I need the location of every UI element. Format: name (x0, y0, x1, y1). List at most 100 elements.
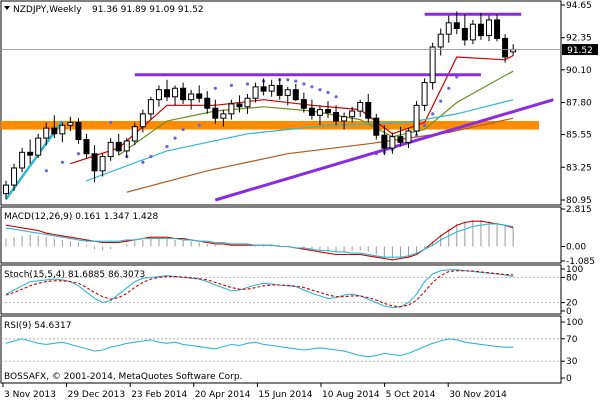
candle-body (91, 153, 98, 172)
stoch-tick-label: 80 (566, 273, 578, 283)
candle-body (341, 116, 348, 122)
rsi-tick-label: 0 (566, 374, 572, 384)
sar-dot (149, 155, 153, 159)
rsi-axis: 100 70 30 0 (561, 318, 583, 384)
stochastic-levels (1, 276, 561, 304)
candle-body (59, 124, 66, 135)
time-tick-label: 20 Apr 2014 (195, 390, 251, 400)
macd-lines (5, 220, 514, 261)
sar-dot (447, 86, 451, 90)
candle-body (51, 127, 58, 135)
rsi-tick-label: 30 (566, 357, 578, 367)
candle-body (260, 86, 267, 92)
candles-layer (3, 11, 517, 200)
sar-dot (165, 145, 169, 149)
candle-body (236, 103, 243, 108)
sar-dot (60, 160, 64, 164)
candle-body (139, 113, 146, 128)
time-tick-label: 5 Oct 2014 (386, 390, 436, 400)
macd-tick-label: 0.00 (566, 243, 586, 253)
candle-body (83, 139, 90, 155)
candle-body (99, 156, 106, 172)
sar-dot (76, 152, 81, 156)
time-tick-label: 23 Feb 2014 (131, 390, 187, 400)
macd-pane-frame (0, 206, 562, 264)
rsi-label: RSI(9) 54.6317 (4, 321, 71, 331)
price-tick-label: 87.80 (566, 99, 592, 109)
macd-axis: 2.815 0.00 -1.085 (561, 205, 595, 267)
price-tick-label: 85.55 (566, 131, 592, 141)
candle-body (316, 109, 323, 116)
stoch-tick-label: 20 (566, 299, 578, 309)
sar-dot (318, 88, 322, 92)
candle-body (477, 23, 484, 37)
chart-header: NZDJPY,Weekly 91.36 91.89 91.09 91.52 (4, 5, 204, 15)
candle-body (244, 97, 251, 108)
support-band-layer (1, 121, 539, 130)
stochastic-lines (5, 269, 514, 309)
candle-body (292, 89, 299, 101)
moving-average-line-4 (126, 117, 514, 193)
candle-body (421, 82, 428, 106)
ohlc-values: 91.36 91.89 91.09 91.52 (92, 5, 204, 15)
rsi-pane[interactable]: 100 70 30 0 RSI(9) 54.6317 BOSSAFX, © 2001-… (0, 315, 583, 384)
candle-body (284, 89, 291, 96)
candle-body (172, 87, 179, 98)
candle-body (397, 136, 404, 143)
candle-body (349, 110, 356, 118)
candle-body (461, 27, 468, 41)
candle-body (333, 111, 340, 122)
candle-body (445, 22, 452, 35)
candle-body (11, 167, 18, 186)
time-tick-label: 30 Nov 2014 (449, 390, 507, 400)
macd-label: MACD(12,26,9) 0.161 1.347 1.428 (4, 212, 159, 222)
price-axis: 94.65 92.35 90.10 87.80 85.55 83.25 80.95 (561, 1, 592, 206)
time-tick-label: 29 Dec 2013 (68, 390, 126, 400)
candle-body (75, 121, 82, 141)
candle-body (3, 184, 9, 195)
candle-body (413, 104, 420, 132)
rsi-pane-frame (0, 315, 562, 384)
sar-dot (302, 82, 306, 86)
stoch-main-line (5, 269, 514, 309)
stochastic-label: Stoch(15,5,4) 81.6885 86.3073 (4, 270, 145, 280)
price-pane[interactable]: 94.65 92.35 90.10 87.80 85.55 83.25 80.95 91.5… (0, 0, 598, 206)
sar-dot (141, 160, 145, 164)
stoch-tick-label: 100 (566, 265, 583, 275)
macd-pane[interactable]: 2.815 0.00 -1.085 MACD(12,26,9) 0.161 1.34… (0, 205, 595, 267)
candle-body (212, 107, 219, 119)
candle-body (123, 140, 130, 152)
candle-body (19, 151, 26, 169)
candle-body (204, 97, 211, 109)
macd-main-line (5, 223, 514, 258)
candle-body (27, 151, 34, 156)
candle-body (147, 99, 154, 115)
candle-body (164, 89, 170, 98)
candle-body (228, 103, 235, 115)
current-price-box (562, 44, 598, 56)
sar-dot (245, 82, 250, 86)
candle-body (180, 87, 187, 101)
sar-dot (181, 127, 185, 132)
candle-body (115, 141, 122, 152)
dropdown-triangle-icon (4, 6, 10, 10)
candle-body (268, 84, 275, 92)
macd-tick-label: 2.815 (566, 205, 592, 215)
stoch-tick-label: 0 (566, 307, 572, 317)
candle-body (308, 107, 315, 116)
candle-body (357, 102, 364, 112)
time-axis: 3 Nov 2013 29 Dec 2013 23 Feb 2014 20 Apr 2… (2, 383, 507, 400)
candle-body (155, 89, 162, 101)
candle-body (486, 19, 492, 37)
candle-body (300, 99, 307, 109)
price-tick-label: 90.10 (566, 66, 592, 76)
time-tick-label: 10 Aug 2014 (322, 390, 380, 400)
candle-body (429, 46, 436, 84)
sar-dot (326, 90, 330, 95)
candle-body (389, 136, 396, 149)
candle-body (405, 130, 412, 143)
candle-body (131, 126, 138, 142)
sar-dot (109, 120, 113, 124)
